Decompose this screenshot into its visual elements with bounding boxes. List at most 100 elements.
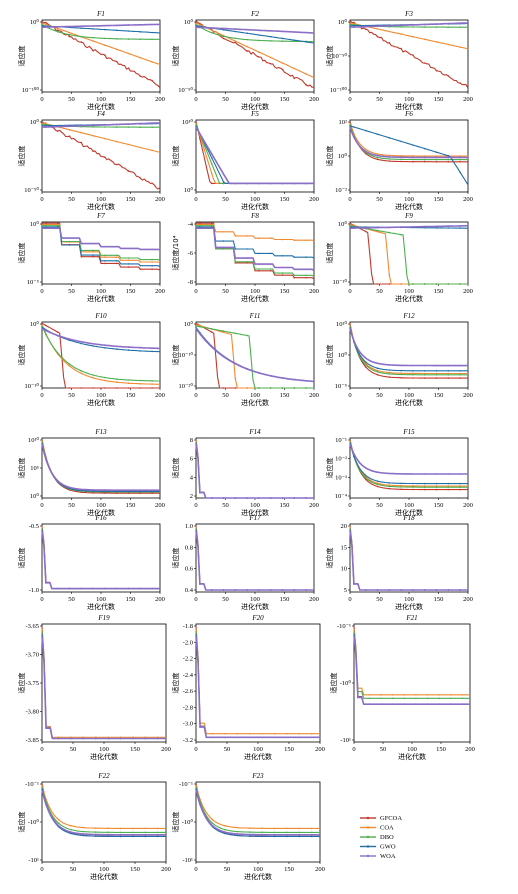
- y-tick-label: -3.65: [25, 623, 39, 630]
- y-axis-label: 适应度: [17, 345, 26, 366]
- x-axis-label: 进化代数: [395, 398, 423, 407]
- series-point: [364, 25, 367, 28]
- series-point: [80, 35, 83, 38]
- series-point: [104, 254, 106, 257]
- series-line-coa: [195, 526, 314, 591]
- series-point: [68, 338, 71, 340]
- series-point: [258, 252, 260, 255]
- series-point: [305, 268, 307, 271]
- series-point: [435, 156, 438, 159]
- series-point: [459, 46, 461, 48]
- series-point: [248, 831, 251, 833]
- series-point: [82, 737, 85, 740]
- series-point: [388, 376, 391, 378]
- y-tick-label: 10⁻⁴: [335, 493, 348, 500]
- series-point: [127, 259, 130, 262]
- series-point: [376, 133, 379, 135]
- series-point: [273, 834, 276, 836]
- x-tick-label: 100: [96, 502, 106, 509]
- x-tick-label: 100: [99, 866, 109, 873]
- y-axis-label: 适应度: [329, 673, 338, 694]
- series-point: [281, 238, 284, 241]
- series-point: [68, 135, 71, 137]
- y-tick-label: 10⁻⁵: [335, 383, 347, 390]
- series-point: [210, 153, 213, 155]
- series-point: [210, 346, 213, 348]
- series-point: [222, 331, 225, 334]
- series-point: [281, 589, 284, 591]
- series-point: [92, 345, 94, 347]
- series-point: [119, 736, 122, 739]
- series-point: [423, 155, 426, 157]
- series-point: [222, 246, 225, 249]
- series-point: [269, 270, 272, 272]
- series-point: [236, 833, 239, 835]
- plot-frame: [41, 781, 167, 863]
- series-point: [412, 485, 414, 487]
- series-point: [199, 26, 201, 29]
- series-line-dbo: [195, 631, 320, 738]
- series-point: [400, 482, 402, 485]
- series-line-woa: [196, 227, 315, 272]
- series-point: [400, 373, 402, 376]
- series-point: [222, 497, 225, 499]
- series-point: [412, 482, 414, 485]
- x-tick-label: 0: [194, 866, 197, 873]
- panel-title: F15: [402, 428, 415, 436]
- series-point: [400, 26, 402, 28]
- series-point: [56, 125, 59, 128]
- series-point: [80, 131, 83, 134]
- series-point: [92, 134, 94, 137]
- series-point: [447, 488, 450, 491]
- series-point: [447, 486, 450, 489]
- legend: GFCOA COA DBO GWO WOA: [360, 815, 402, 860]
- series-point: [380, 703, 382, 705]
- x-tick-label: 0: [40, 196, 43, 203]
- series-point: [459, 22, 461, 25]
- series-point: [68, 244, 71, 246]
- series-point: [353, 136, 355, 138]
- series-point: [293, 274, 296, 277]
- series-point: [210, 27, 213, 29]
- series-point: [293, 31, 296, 33]
- x-axis-label: 进化代数: [395, 602, 423, 611]
- series-point: [353, 227, 355, 229]
- series-point: [423, 62, 426, 64]
- x-tick-label: 50: [224, 746, 231, 753]
- series-point: [281, 377, 284, 379]
- series-point: [45, 126, 47, 128]
- series-point: [281, 497, 284, 499]
- series-point: [364, 477, 367, 479]
- series-point: [151, 38, 153, 41]
- series-point: [258, 268, 260, 270]
- x-axis-label: 进化代数: [241, 602, 269, 611]
- y-axis-label: 适应度: [325, 345, 334, 366]
- plot-frame: [195, 437, 315, 499]
- series-point: [56, 334, 59, 337]
- x-tick-label: 100: [96, 288, 106, 295]
- series-point: [127, 379, 130, 381]
- series-line-woa: [195, 530, 314, 591]
- x-axis-label: 进化代数: [87, 294, 115, 303]
- series-point: [80, 27, 83, 30]
- series-point: [435, 486, 438, 489]
- series-line-woa: [195, 126, 314, 185]
- series-point: [459, 485, 461, 487]
- series-point: [388, 158, 391, 160]
- y-axis-label: 适应度: [17, 146, 26, 167]
- series-point: [435, 227, 438, 229]
- series-point: [298, 732, 301, 735]
- series-point: [210, 328, 213, 330]
- series-point: [435, 377, 438, 379]
- series-point: [269, 268, 272, 270]
- series-point: [57, 737, 60, 740]
- series-line-dbo: [195, 124, 314, 184]
- y-tick-label: -10¹: [182, 857, 193, 864]
- series-point: [423, 589, 426, 591]
- series-point: [92, 249, 94, 252]
- y-tick-label: 10⁻¹⁰⁰: [22, 86, 39, 94]
- series-point: [115, 345, 118, 348]
- y-tick-label: 10⁻¹⁰: [25, 382, 40, 390]
- series-point: [459, 161, 461, 163]
